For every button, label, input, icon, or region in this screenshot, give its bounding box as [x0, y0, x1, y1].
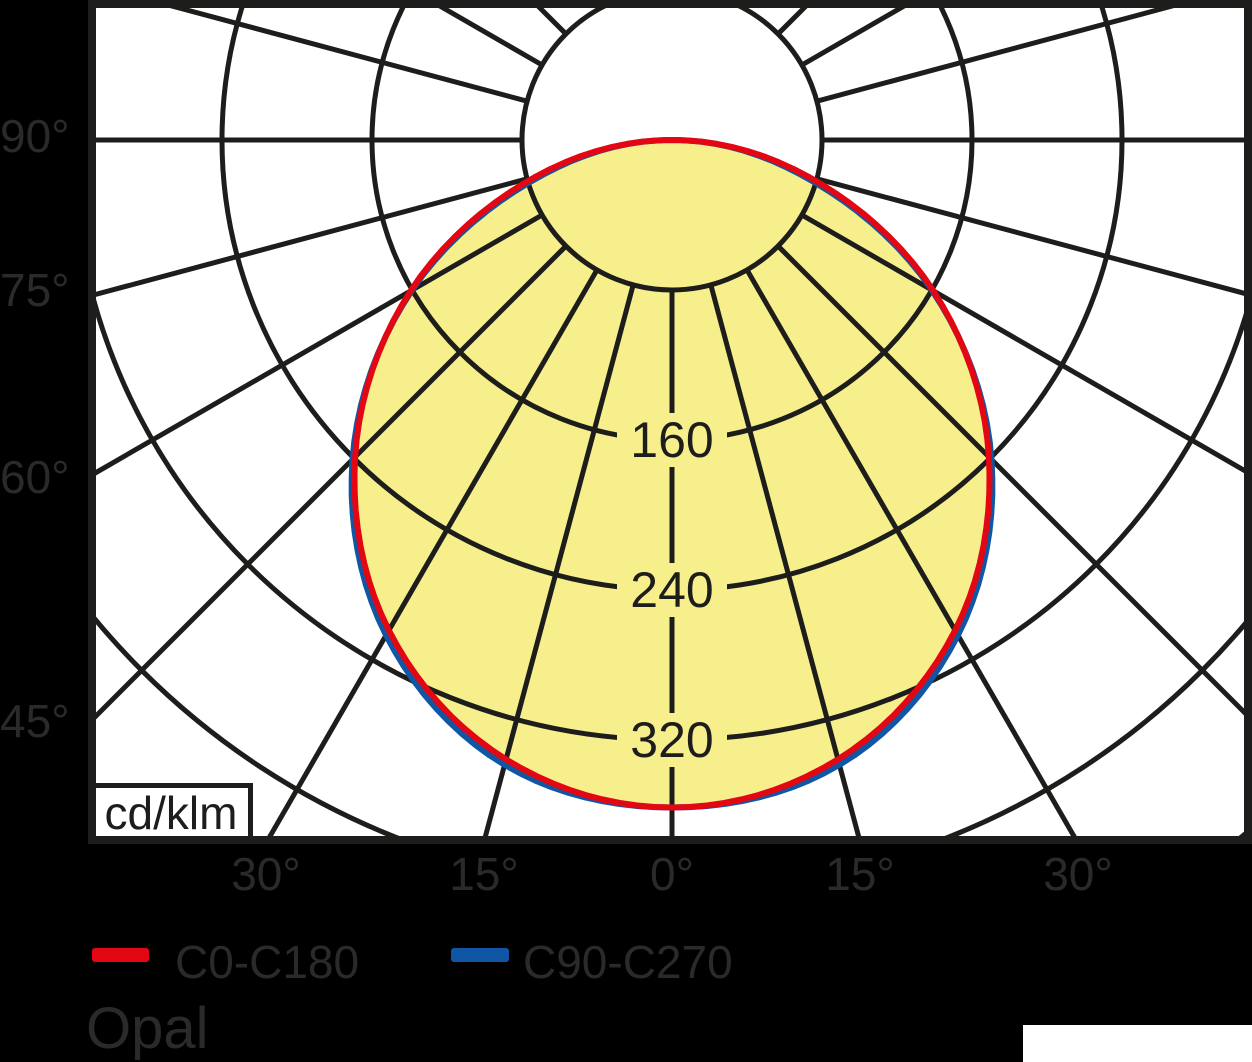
radial-tick-bg: [617, 563, 727, 617]
bottom-axis-label-15R: 15°: [825, 848, 895, 900]
radial-tick-label: 240: [630, 562, 713, 618]
grid-radial--75: [96, 176, 528, 297]
bottom-axis-label-0: 0°: [650, 848, 694, 900]
legend-swatch-c0-c180: [92, 948, 149, 962]
grid-radial-45: [776, 244, 1244, 716]
radial-tick-label: 320: [630, 712, 713, 768]
corner-white-rect: [1023, 1025, 1252, 1062]
bottom-axis-label-15L: 15°: [449, 848, 519, 900]
bottom-axis-label-30R: 30°: [1043, 848, 1113, 900]
left-axis-label-60: 60°: [0, 451, 70, 503]
radial-tick-bg: [617, 413, 727, 467]
plot-area: 160 240 320: [96, 8, 1244, 836]
grid-radial-15: [708, 284, 862, 836]
grid-radial-105: [816, 8, 1175, 104]
radial-tick-label: 160: [630, 412, 713, 468]
grid-radial--60: [96, 212, 544, 476]
grid-radial-60: [800, 212, 1244, 474]
polar-chart: 160 240 320 cd/klm: [88, 0, 1252, 844]
unit-label: cd/klm: [105, 787, 238, 839]
chart-title: Opal: [86, 996, 209, 1061]
curve-c0-c180: [351, 137, 993, 811]
grid-radial--15: [482, 284, 636, 836]
grid-radial--45: [96, 244, 568, 720]
radial-tick-bg: [617, 713, 727, 767]
left-axis-label-75: 75°: [0, 264, 70, 316]
grid-radial-75: [816, 176, 1244, 296]
legend-label-c0-c180: C0-C180: [175, 936, 360, 988]
plot-border: [88, 0, 1252, 844]
bottom-axis-label-30L: 30°: [231, 848, 301, 900]
legend-swatch-c90-c270: [451, 948, 509, 962]
grid-radial--105: [169, 8, 528, 104]
left-axis-label-45: 45°: [0, 695, 70, 747]
legend-label-c90-c270: C90-C270: [523, 936, 733, 988]
left-axis-label-90: 90°: [0, 110, 70, 162]
